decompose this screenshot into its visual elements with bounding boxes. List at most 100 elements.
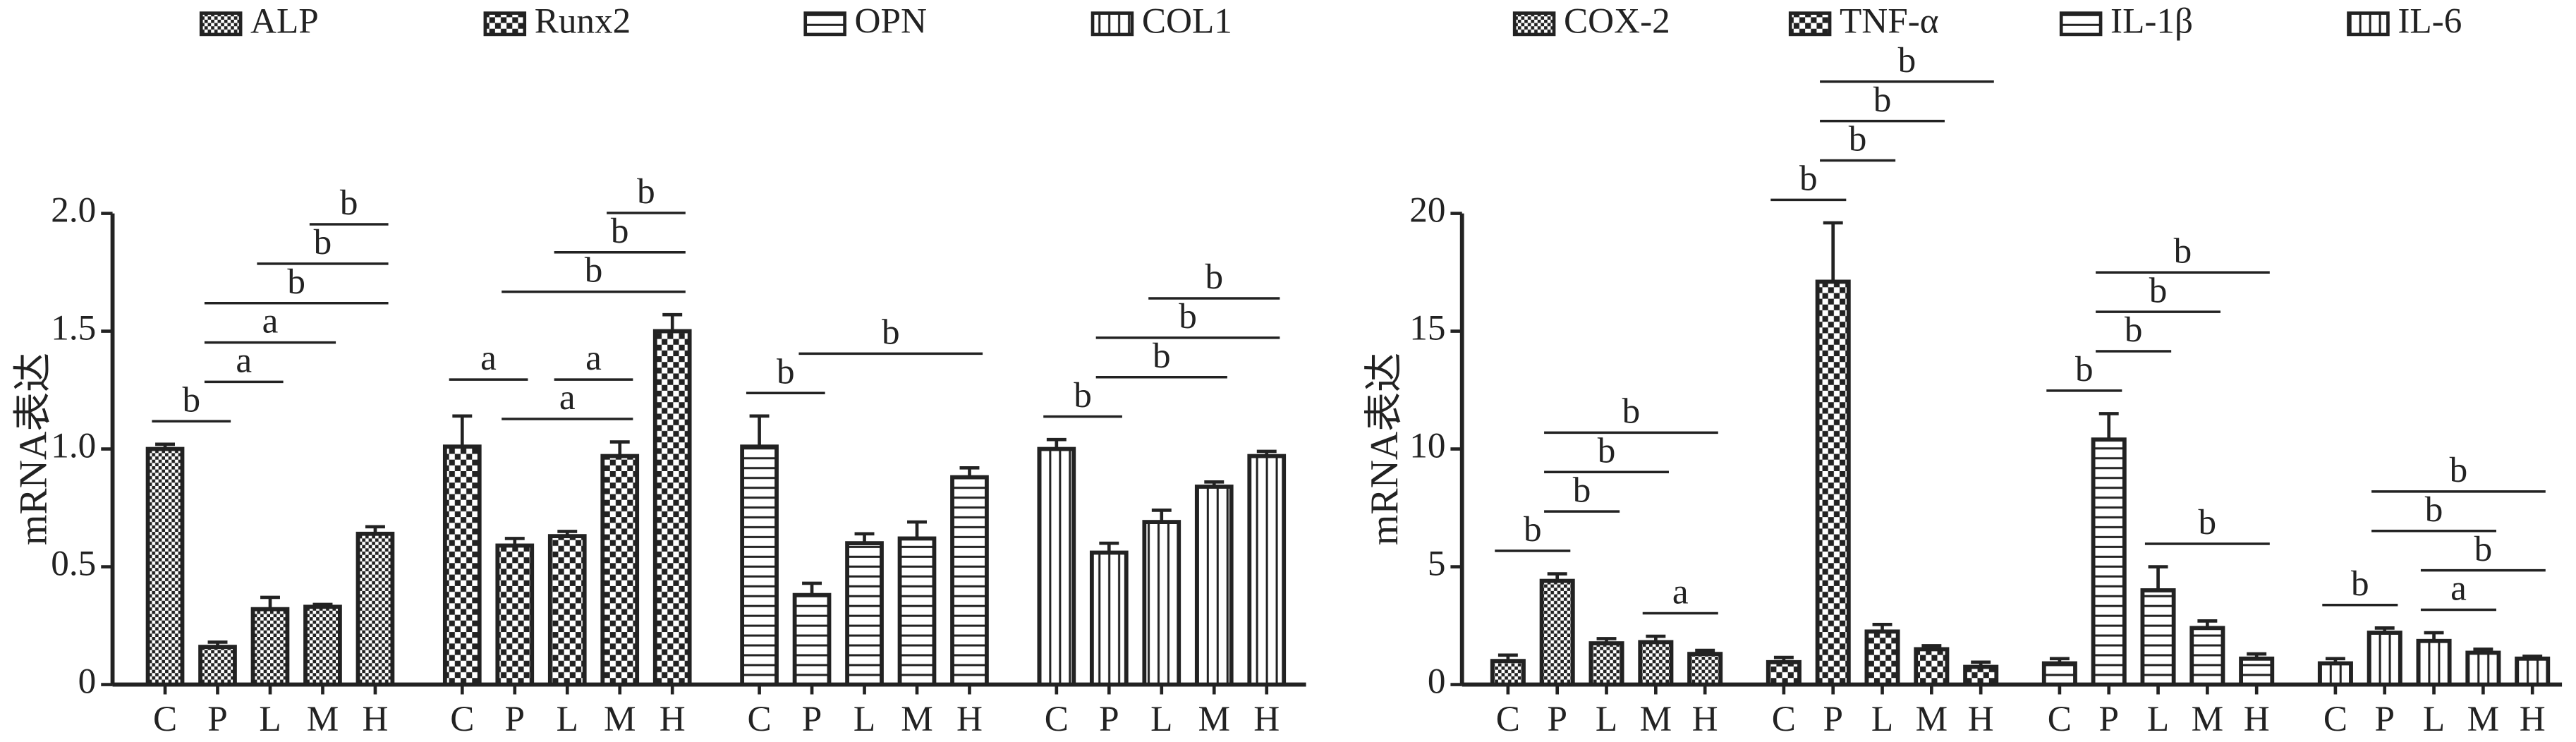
x-tick-label: M bbox=[901, 699, 933, 739]
x-tick-label: L bbox=[1596, 699, 1617, 739]
significance-label: a bbox=[585, 338, 602, 378]
bar bbox=[2041, 661, 2077, 687]
x-tick-label: C bbox=[450, 699, 474, 739]
significance-label: b bbox=[314, 222, 332, 262]
y-tick-label: 0 bbox=[78, 661, 97, 701]
bar bbox=[1089, 550, 1129, 687]
bar bbox=[600, 454, 640, 687]
bar bbox=[1142, 520, 1181, 687]
bar bbox=[495, 543, 535, 687]
bar bbox=[356, 531, 395, 687]
bar bbox=[1963, 664, 1999, 687]
significance-label: a bbox=[236, 341, 252, 381]
significance-label: b bbox=[1622, 391, 1641, 432]
bar bbox=[2465, 650, 2501, 687]
significance-label: b bbox=[2174, 231, 2192, 271]
bar bbox=[198, 645, 237, 687]
significance-label: b bbox=[287, 262, 305, 302]
significance-label: b bbox=[2125, 310, 2143, 350]
bar bbox=[2367, 631, 2402, 687]
x-tick-label: H bbox=[362, 699, 388, 739]
x-tick-label: L bbox=[1150, 699, 1172, 739]
legend-swatch bbox=[1512, 11, 1556, 37]
legend-label: OPN bbox=[855, 1, 927, 42]
significance-label: b bbox=[777, 351, 795, 391]
legend-swatch bbox=[2347, 11, 2390, 37]
significance-label: b bbox=[1573, 470, 1591, 510]
legend-label: ALP bbox=[250, 1, 319, 42]
significance-label: b bbox=[2425, 489, 2443, 530]
x-tick-label: L bbox=[557, 699, 578, 739]
bar bbox=[897, 536, 937, 687]
bar bbox=[2416, 638, 2452, 687]
legend-swatch bbox=[1788, 11, 1832, 37]
x-tick-label: C bbox=[2323, 699, 2347, 739]
x-tick-label: L bbox=[2423, 699, 2445, 739]
y-tick-label: 2.0 bbox=[51, 190, 96, 230]
x-tick-label: P bbox=[1823, 699, 1842, 739]
x-tick-label: P bbox=[1547, 699, 1567, 739]
bar bbox=[303, 604, 342, 687]
bar bbox=[950, 475, 989, 687]
x-tick-label: P bbox=[2098, 699, 2118, 739]
legend-swatch bbox=[483, 11, 527, 37]
legend-swatch bbox=[803, 11, 846, 37]
x-tick-label: P bbox=[2374, 699, 2394, 739]
bar bbox=[442, 444, 482, 687]
x-tick-label: H bbox=[1692, 699, 1718, 739]
significance-label: a bbox=[480, 338, 497, 378]
bar bbox=[1914, 647, 1950, 687]
x-tick-label: C bbox=[153, 699, 177, 739]
x-tick-label: C bbox=[747, 699, 771, 739]
significance-label: b bbox=[611, 211, 629, 251]
x-tick-label: M bbox=[2467, 699, 2500, 739]
x-tick-label: P bbox=[207, 699, 227, 739]
legend-label: IL-1β bbox=[2110, 1, 2193, 42]
bar bbox=[845, 541, 884, 687]
x-tick-label: P bbox=[1099, 699, 1119, 739]
legend-swatch bbox=[2059, 11, 2103, 37]
y-tick-label: 1.5 bbox=[51, 308, 96, 348]
x-tick-label: P bbox=[505, 699, 525, 739]
bar bbox=[547, 534, 587, 687]
bar bbox=[740, 444, 779, 687]
significance-label: b bbox=[1179, 296, 1197, 336]
significance-label: b bbox=[1074, 375, 1092, 415]
x-tick-label: H bbox=[660, 699, 686, 739]
x-tick-label: H bbox=[2520, 699, 2546, 739]
y-axis-label: mRNA表达 bbox=[11, 353, 55, 545]
y-tick-label: 0.5 bbox=[51, 543, 96, 583]
x-tick-label: C bbox=[1772, 699, 1796, 739]
x-tick-label: H bbox=[1968, 699, 1994, 739]
bar bbox=[2239, 656, 2275, 687]
x-tick-label: L bbox=[1871, 699, 1893, 739]
significance-label: b bbox=[585, 250, 603, 291]
significance-label: b bbox=[1524, 509, 1542, 549]
bar bbox=[1194, 485, 1234, 687]
y-tick-label: 0 bbox=[1428, 661, 1446, 701]
significance-label: b bbox=[2474, 529, 2493, 569]
bar bbox=[2091, 437, 2127, 687]
legend-label: IL-6 bbox=[2398, 1, 2462, 42]
significance-label: b bbox=[1873, 80, 1892, 120]
bar bbox=[2515, 656, 2551, 687]
legend-label: TNF-α bbox=[1840, 1, 1939, 42]
significance-label: b bbox=[1799, 158, 1818, 198]
bar bbox=[145, 446, 185, 687]
bar bbox=[792, 592, 832, 687]
significance-label: b bbox=[2199, 502, 2217, 542]
legend-label: COX-2 bbox=[1564, 1, 1670, 42]
x-tick-label: H bbox=[2244, 699, 2270, 739]
x-tick-label: M bbox=[604, 699, 636, 739]
bar bbox=[250, 607, 290, 687]
bar bbox=[1539, 578, 1575, 687]
x-tick-label: L bbox=[853, 699, 875, 739]
x-tick-label: C bbox=[2048, 699, 2072, 739]
significance-label: b bbox=[2450, 450, 2468, 490]
y-axis-label: mRNA表达 bbox=[1363, 353, 1407, 545]
x-tick-label: M bbox=[1198, 699, 1231, 739]
significance-label: b bbox=[2149, 270, 2168, 310]
x-tick-label: M bbox=[1640, 699, 1672, 739]
